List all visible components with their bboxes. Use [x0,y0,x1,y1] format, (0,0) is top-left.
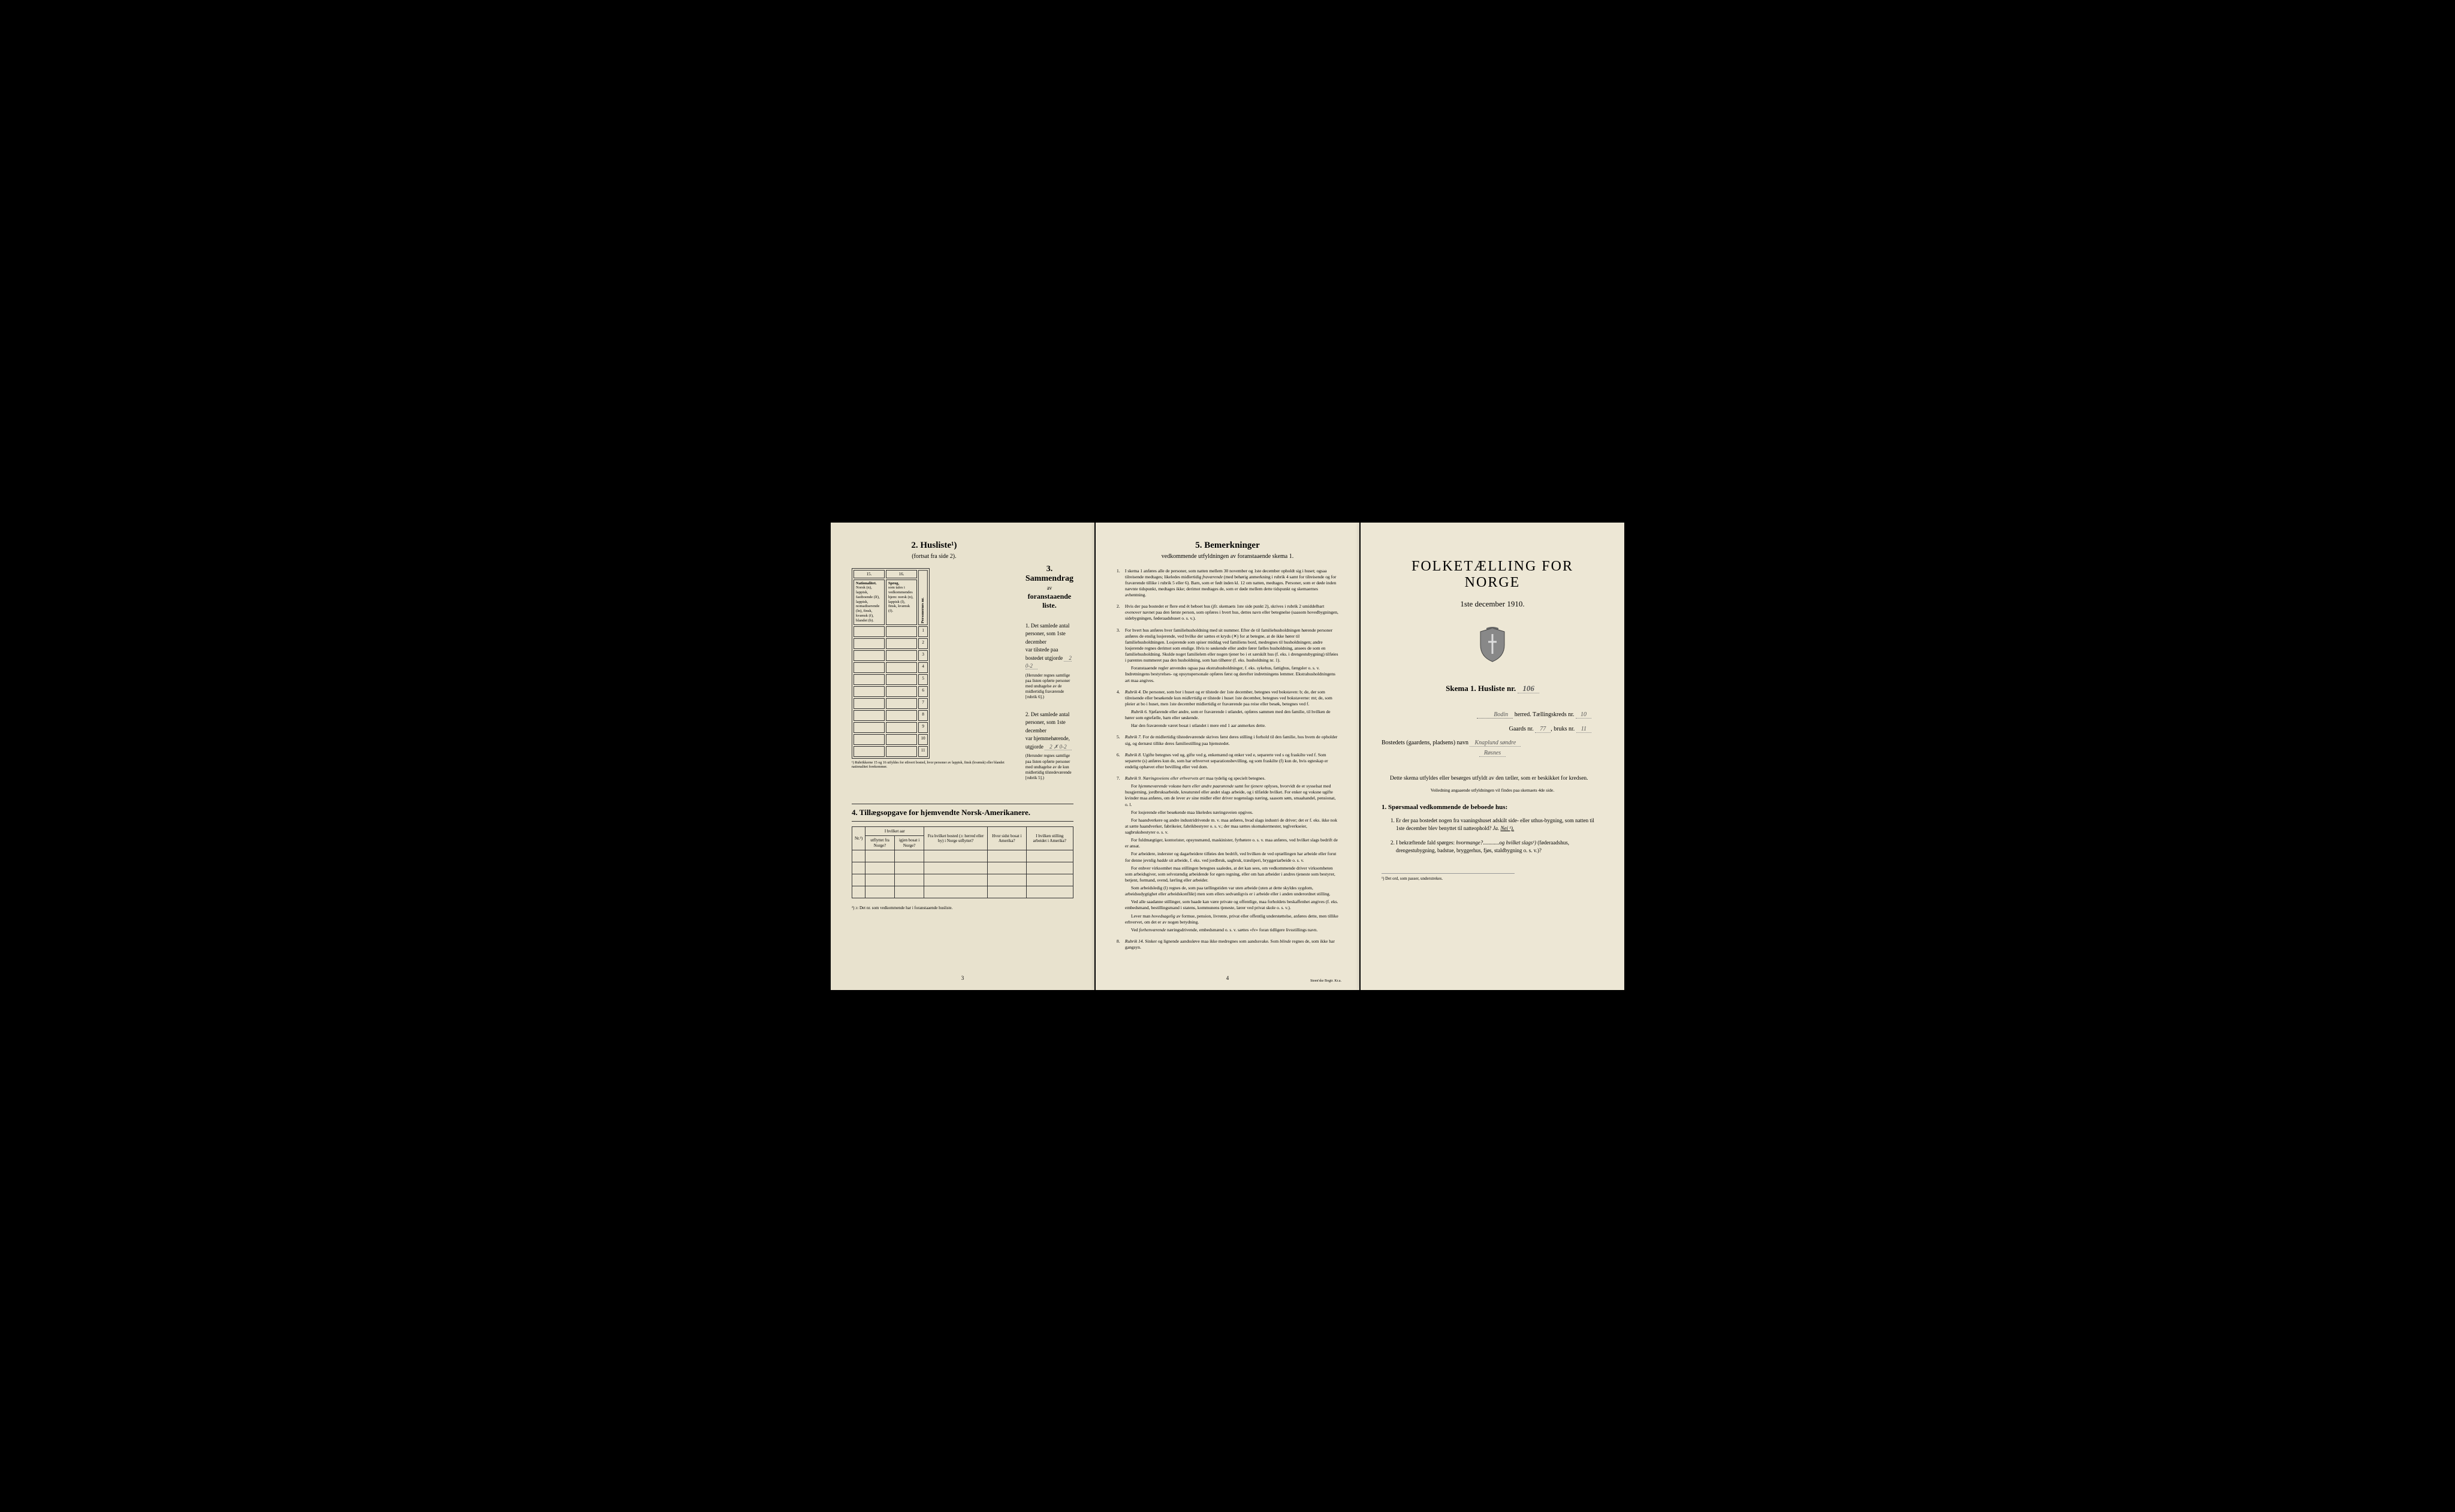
bosted-value-2: Røsnes [1479,750,1506,757]
husliste-title: 2. Husliste¹) [852,541,1017,551]
printer-credit: Steen'ske Bogtr. Kr.a. [1310,979,1341,983]
nationality-table: 15. 16. Personernes nr. Nationalitet.Nor… [852,568,930,759]
kreds-value: 10 [1576,711,1591,719]
husliste-nr: 106 [1518,684,1539,693]
page1-footnote: ²) ɔ: Det nr. som vedkommende har i fora… [852,906,1073,910]
question-header: 1. Spørsmaal vedkommende de beboede hus: [1382,804,1603,811]
page-1: 2. Husliste¹) (fortsat fra side 2). 15. … [831,523,1094,990]
coat-of-arms-icon [1382,627,1603,666]
remarks-list: 1. I skema 1 anføres alle de personer, s… [1117,568,1338,951]
bruk-value: 11 [1576,726,1591,733]
page-3-cover: FOLKETÆLLING FOR NORGE 1ste december 191… [1361,523,1624,990]
gaard-line: Gaards nr. 77, bruks nr. 11 [1382,726,1603,732]
remark-item: 6. Rubrik 8. Ugifte betegnes ved ug, gif… [1117,752,1338,770]
census-date: 1ste december 1910. [1382,599,1603,609]
page-number-1: 3 [831,975,1094,981]
sammendrag-section: 3. Sammendrag av foranstaaende liste. 1.… [1026,541,1073,792]
remark-item: 2. Hvis der paa bostedet er flere end ét… [1117,603,1338,621]
main-title: FOLKETÆLLING FOR NORGE [1382,559,1603,591]
census-document: 2. Husliste¹) (fortsat fra side 2). 15. … [831,523,1624,990]
tillaeg-title: 4. Tillægsopgave for hjemvendte Norsk-Am… [852,804,1073,822]
sammendrag-title: 3. Sammendrag [1026,565,1073,584]
gaard-value: 77 [1535,726,1551,733]
amerikanere-table: Nr.²) I hvilket aar Fra hvilket bosted (… [852,826,1073,898]
question-1: Er der paa bostedet nogen fra vaaningshu… [1396,817,1603,833]
question-list: Er der paa bostedet nogen fra vaaningshu… [1382,817,1603,855]
remark-item: 7. Rubrik 9. Næringsveiens eller erhverv… [1117,775,1338,933]
page-2: 5. Bemerkninger vedkommende utfyldningen… [1096,523,1359,990]
remark-item: 1. I skema 1 anføres alle de personer, s… [1117,568,1338,599]
page3-footnote: ¹) Det ord, som passer, understrekes. [1382,873,1515,881]
question-2: I bekræftende fald spørges: hvormange?..… [1396,839,1603,855]
bosted-line: Bostedets (gaardens, pladsens) navn Knap… [1382,740,1603,756]
remark-item: 3. For hvert hus anføres hver familiehus… [1117,627,1338,684]
instruction-1: Dette skema utfyldes eller besørges utfy… [1382,774,1603,783]
herred-line: Bodin herred. Tællingskreds nr. 10 [1382,711,1603,719]
resident-count: 2 ✗ 0-2 [1045,744,1072,750]
bosted-value: Knaplund søndre [1470,740,1521,747]
skema-line: Skema 1. Husliste nr. 106 [1382,684,1603,693]
husliste-subtitle: (fortsat fra side 2). [852,553,1017,560]
remark-item: 8. Rubrik 14. Sinker og lignende aandssl… [1117,938,1338,950]
instruction-2: Veiledning angaaende utfyldningen vil fi… [1382,787,1603,793]
remark-item: 4. Rubrik 4. De personer, som bor i huse… [1117,689,1338,729]
herred-value: Bodin [1477,711,1513,719]
table-footnote: ¹) Rubrikkerne 15 og 16 utfyldes for eth… [852,761,1017,769]
husliste-column: 2. Husliste¹) (fortsat fra side 2). 15. … [852,541,1017,792]
summary-item-2: 2. Det samlede antal personer, som 1ste … [1026,711,1073,781]
bemerkninger-title: 5. Bemerkninger [1117,541,1338,551]
bemerkninger-subtitle: vedkommende utfyldningen av foranstaaend… [1117,553,1338,560]
remark-item: 5. Rubrik 7. For de midlertidig tilstede… [1117,734,1338,746]
answer-nei: Nei ¹). [1500,825,1514,831]
summary-item-1: 1. Det samlede antal personer, som 1ste … [1026,622,1073,700]
tillaeg-section: 4. Tillægsopgave for hjemvendte Norsk-Am… [852,804,1073,910]
